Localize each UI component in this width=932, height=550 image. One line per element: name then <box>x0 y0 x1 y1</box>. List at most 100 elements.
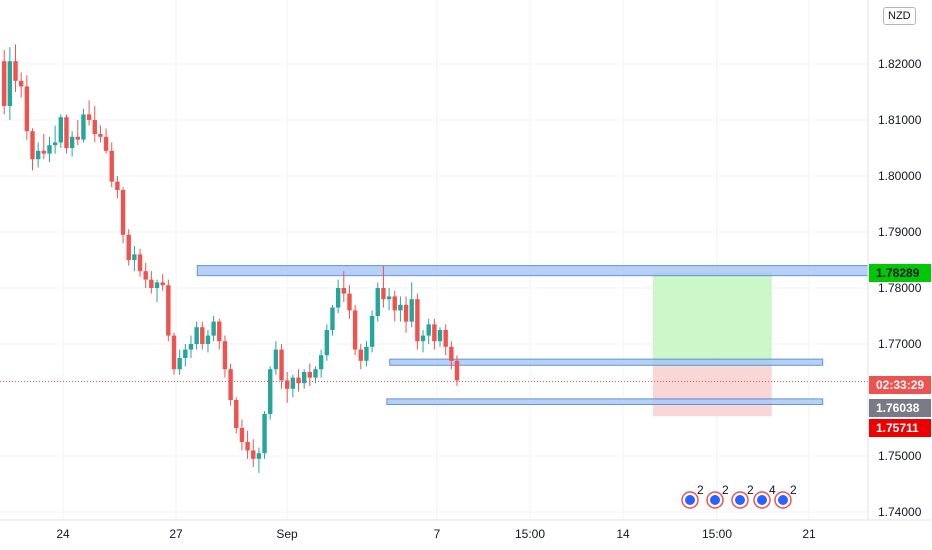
candle-body <box>154 282 160 288</box>
candle-body <box>58 117 63 143</box>
x-tick-label: 7 <box>434 527 441 541</box>
candle-down <box>341 271 346 302</box>
candle-body <box>262 414 267 454</box>
candle-down <box>415 293 420 350</box>
candle-up <box>47 136 52 162</box>
candle-body <box>217 321 222 342</box>
candle-up <box>52 125 58 154</box>
candle-down <box>279 344 284 389</box>
event-count: 2 <box>747 483 754 497</box>
event-flag-dot <box>685 495 695 505</box>
y-tick-label: 1.74000 <box>878 505 922 519</box>
candle-body <box>352 310 358 350</box>
candle-up <box>154 279 160 302</box>
candle-up <box>132 246 137 272</box>
candle-body <box>268 369 273 414</box>
candle-down <box>41 134 47 160</box>
candle-body <box>324 330 330 356</box>
candle-body <box>449 346 454 361</box>
candle-body <box>24 86 30 132</box>
candle-body <box>403 304 409 322</box>
candle-down <box>245 430 250 459</box>
event-count: 2 <box>697 483 704 497</box>
price-tag-label: 02:33:29 <box>876 378 924 392</box>
candle-body <box>183 349 188 358</box>
candle-body <box>211 321 216 336</box>
candle-body <box>454 360 460 381</box>
x-tick-label: 15:00 <box>515 527 545 541</box>
candle-body <box>251 450 256 459</box>
candle-up <box>313 366 318 384</box>
candle-body <box>194 327 199 344</box>
candle-up <box>211 316 216 342</box>
candle-up <box>58 114 63 148</box>
candle-up <box>318 349 324 378</box>
candle-body <box>160 282 165 286</box>
candle-down <box>352 304 358 356</box>
candle-body <box>285 380 290 389</box>
x-tick-label: 14 <box>616 527 630 541</box>
candle-body <box>228 369 233 400</box>
candle-body <box>13 61 18 81</box>
candle-down <box>30 128 35 171</box>
candle-body <box>420 335 426 342</box>
candle-body <box>92 120 97 134</box>
candle-body <box>126 234 131 260</box>
candle-down <box>251 439 256 468</box>
price-tag-bg <box>869 264 931 282</box>
candle-body <box>75 136 80 140</box>
event-flag-icon: 2 <box>681 483 704 509</box>
candle-body <box>245 442 250 451</box>
candle-body <box>369 316 375 347</box>
candle-body <box>358 349 363 361</box>
candle-body <box>375 288 380 316</box>
candle-down <box>403 296 409 333</box>
support-zone-lower <box>386 398 824 405</box>
candle-body <box>318 355 324 370</box>
event-flag-dot <box>735 495 745 505</box>
candle-down <box>358 344 363 370</box>
candle-body <box>200 327 205 344</box>
candle-body <box>171 335 177 370</box>
candle-down <box>120 187 126 244</box>
time-axis: 24 27 Sep 7 15:00 14 15:00 21 <box>0 519 932 541</box>
currency-badge[interactable]: NZD <box>883 7 916 25</box>
candles-layer <box>2 44 460 473</box>
candle-up <box>35 142 41 168</box>
candle-up <box>268 366 273 420</box>
x-tick-label: 21 <box>802 527 816 541</box>
candle-down <box>2 50 7 115</box>
price-tag: 1.78289 <box>869 264 931 282</box>
support-zone-upper <box>389 358 824 366</box>
price-tag: 02:33:29 <box>869 376 931 394</box>
candle-body <box>381 288 386 300</box>
event-count: 4 <box>769 483 776 497</box>
candle-body <box>81 114 86 140</box>
event-flag-icon: 4 <box>753 483 776 509</box>
candle-up <box>369 310 375 353</box>
candle-body <box>120 190 126 235</box>
event-flag-icon: 2 <box>706 483 729 509</box>
candle-up <box>177 349 182 375</box>
candle-body <box>143 271 148 280</box>
candle-down <box>200 321 205 350</box>
y-tick-label: 1.82000 <box>878 57 922 71</box>
x-tick-label: Sep <box>276 527 298 541</box>
candle-down <box>443 324 448 356</box>
price-tag: 1.76038 <box>869 399 931 417</box>
y-tick-label: 1.80000 <box>878 169 922 183</box>
candle-body <box>307 372 313 378</box>
price-tag-bg <box>869 376 931 394</box>
candle-body <box>149 279 154 288</box>
candle-down <box>449 341 454 370</box>
y-tick-label: 1.77000 <box>878 337 922 351</box>
candle-up <box>386 288 392 311</box>
candle-down <box>296 369 301 392</box>
candle-up <box>398 296 403 322</box>
x-tick-label: 24 <box>56 527 70 541</box>
x-tick-label: 27 <box>169 527 183 541</box>
candle-up <box>335 279 341 314</box>
candle-body <box>103 136 109 151</box>
